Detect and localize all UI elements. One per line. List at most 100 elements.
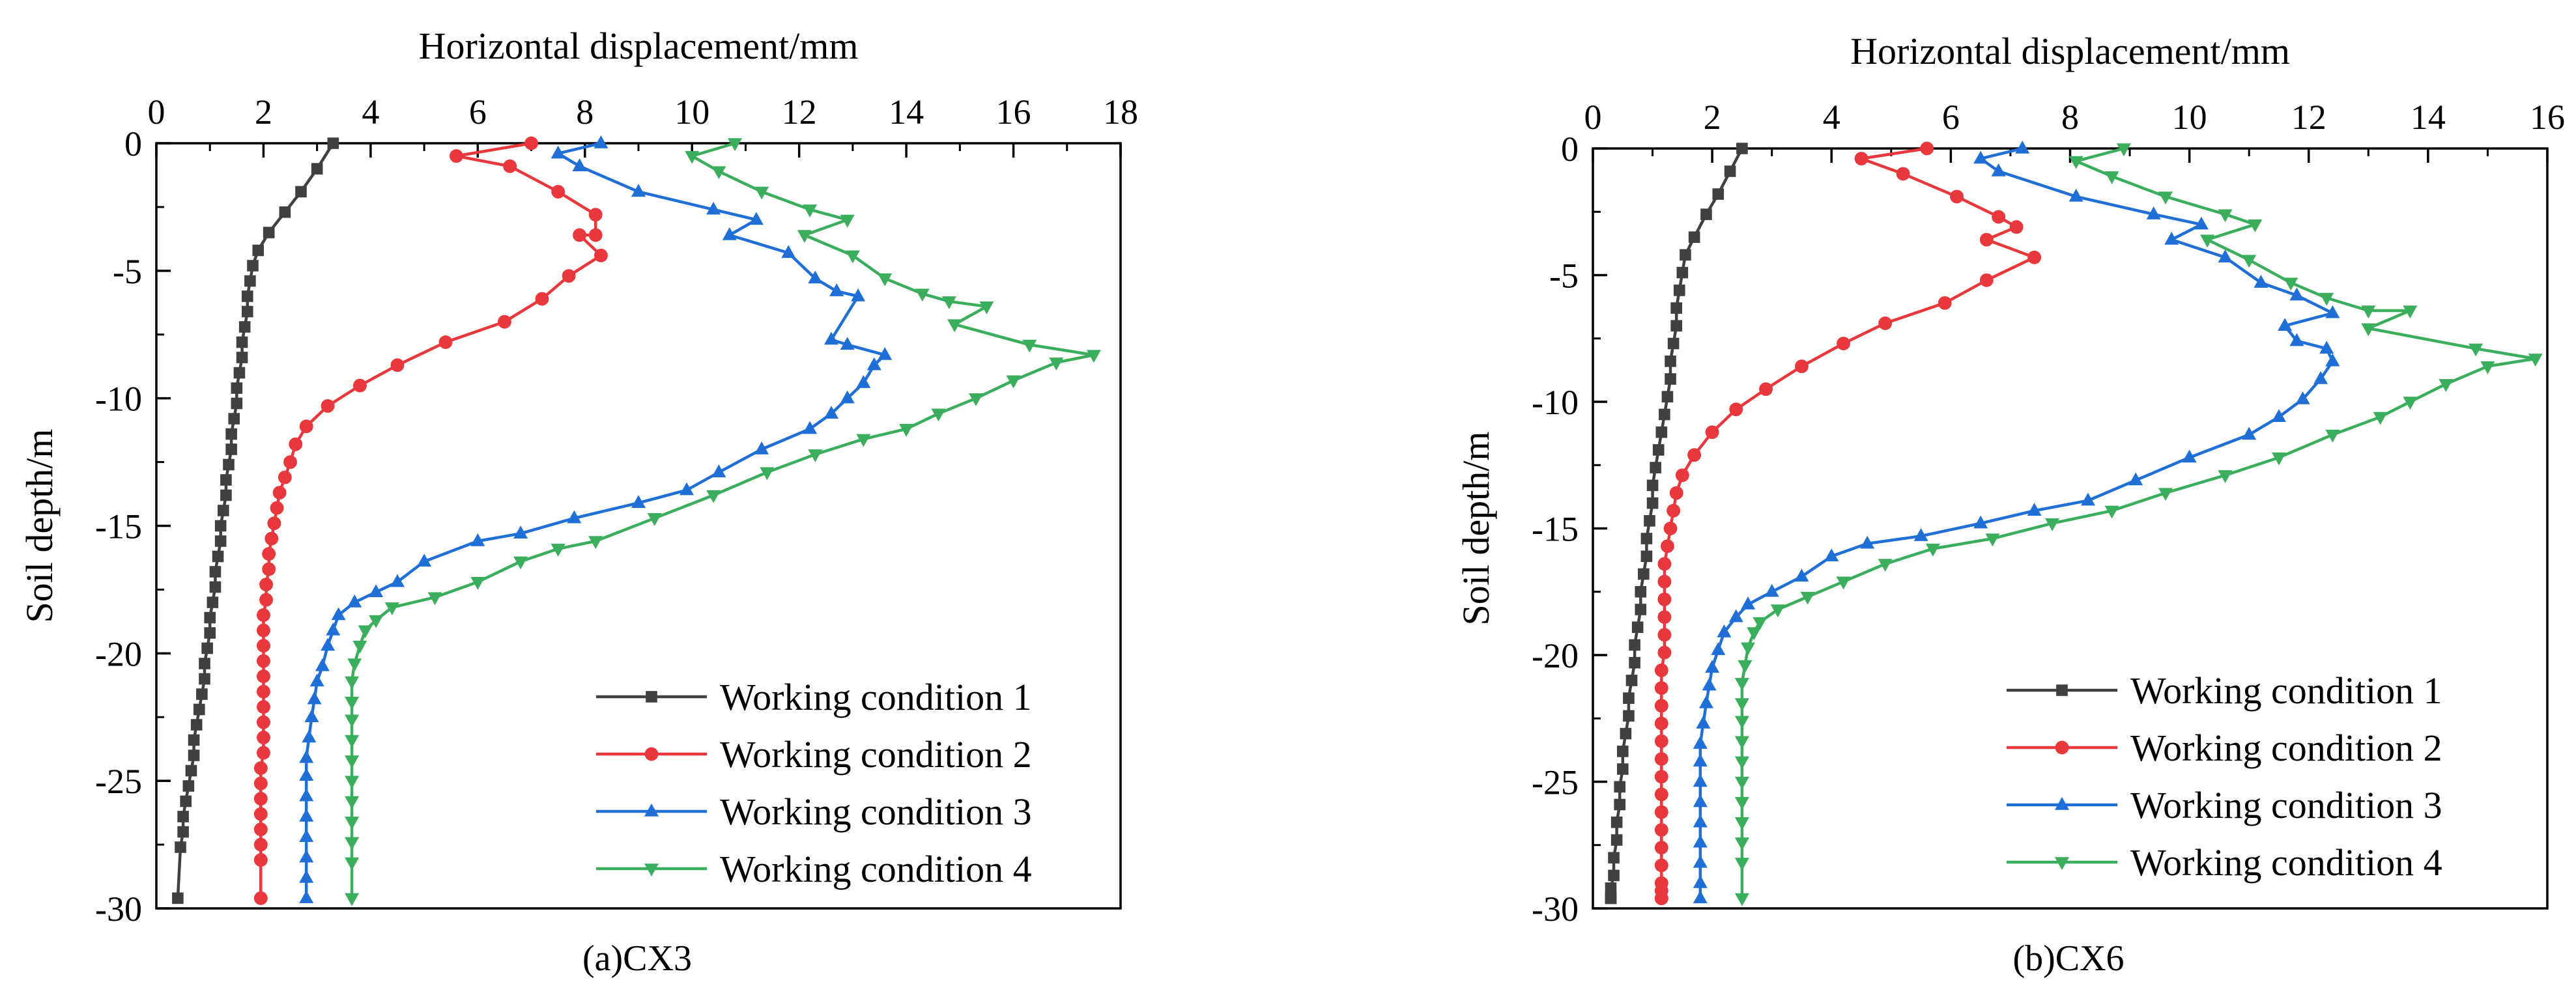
data-point: [2469, 343, 2483, 357]
y-tick-label: -30: [95, 890, 142, 929]
data-point: [2271, 452, 2286, 466]
data-point: [1654, 770, 1668, 784]
data-point: [1741, 596, 1756, 610]
data-point: [225, 428, 237, 440]
data-point: [1985, 533, 2000, 547]
data-point: [2480, 361, 2495, 374]
data-point: [2194, 216, 2209, 230]
data-point: [840, 337, 855, 350]
data-point: [2045, 518, 2060, 531]
data-point: [352, 640, 367, 654]
y-tick-label: -15: [1532, 510, 1579, 549]
data-point: [588, 536, 603, 550]
data-point: [1667, 337, 1680, 350]
data-point: [253, 761, 268, 776]
data-point: [283, 455, 298, 469]
series-line: [1698, 147, 2334, 899]
data-point: [321, 638, 336, 651]
data-point: [535, 292, 549, 306]
data-point: [594, 135, 608, 148]
data-point: [238, 321, 251, 333]
y-tick-label: -30: [1532, 890, 1579, 929]
data-point: [856, 375, 871, 388]
legend-marker: [644, 803, 659, 817]
data-point: [2116, 143, 2131, 157]
data-point: [331, 607, 346, 621]
data-point: [1608, 869, 1620, 882]
data-point: [1654, 858, 1668, 873]
data-point: [182, 780, 195, 792]
data-point: [1770, 604, 1785, 618]
data-point: [1693, 890, 1708, 904]
y-tick-label: -25: [95, 762, 142, 801]
y-axis-title: Soil depth/m: [18, 428, 61, 623]
data-point: [2361, 323, 2376, 337]
data-point: [1860, 535, 1875, 549]
data-point: [1614, 798, 1626, 811]
data-point: [299, 419, 313, 434]
data-point: [326, 622, 341, 636]
x-tick-label: 12: [2291, 98, 2326, 137]
data-point: [1675, 468, 1689, 483]
data-point: [270, 501, 284, 515]
y-tick-label: 0: [1561, 130, 1579, 169]
data-point: [513, 556, 528, 570]
data-point: [711, 464, 726, 477]
legend-label: Working condition 3: [720, 791, 1032, 833]
x-tick-label: 18: [1103, 92, 1138, 132]
data-point: [470, 533, 485, 546]
data-point: [899, 423, 914, 437]
data-point: [2128, 472, 2143, 486]
data-point: [567, 510, 582, 524]
data-point: [256, 639, 270, 653]
data-point: [647, 513, 662, 526]
data-point: [295, 186, 307, 198]
data-point: [345, 697, 360, 710]
data-point: [1610, 816, 1623, 828]
data-point: [253, 776, 268, 791]
x-tick-label: 8: [2061, 98, 2079, 137]
data-point: [1670, 302, 1682, 314]
data-point: [262, 547, 276, 561]
data-point: [1920, 141, 1934, 156]
data-point: [225, 443, 237, 455]
data-point: [1795, 359, 1809, 373]
data-point: [1738, 660, 1753, 673]
data-point: [1712, 188, 1724, 200]
data-point: [1654, 891, 1668, 905]
data-point: [1800, 591, 1815, 605]
data-point: [1610, 834, 1623, 846]
data-point: [267, 516, 281, 531]
data-point: [1693, 854, 1708, 868]
data-point: [252, 244, 265, 257]
data-point: [588, 208, 603, 222]
data-point: [369, 584, 384, 598]
data-point: [1667, 503, 1681, 518]
data-point: [1631, 621, 1644, 634]
x-tick-label: 4: [1823, 98, 1840, 137]
data-point: [2027, 250, 2042, 264]
data-point: [304, 709, 319, 722]
data-point: [417, 554, 432, 567]
data-point: [265, 531, 279, 546]
data-point: [2068, 188, 2083, 202]
data-point: [631, 495, 646, 508]
x-tick-label: 0: [148, 92, 165, 132]
data-point: [2403, 397, 2418, 410]
x-tick-label: 6: [469, 92, 487, 132]
data-point: [1688, 231, 1700, 243]
data-point: [878, 346, 893, 360]
data-point: [1654, 716, 1668, 731]
data-point: [201, 642, 213, 654]
legend-label: Working condition 2: [2130, 727, 2442, 769]
data-point: [231, 397, 243, 410]
data-point: [1657, 645, 1672, 660]
data-point: [1652, 444, 1665, 456]
data-point: [2182, 449, 2197, 463]
data-point: [2313, 371, 2328, 384]
data-point: [1992, 210, 2006, 224]
data-point: [259, 578, 274, 592]
data-point: [631, 184, 646, 197]
series-line: [1740, 147, 2537, 899]
